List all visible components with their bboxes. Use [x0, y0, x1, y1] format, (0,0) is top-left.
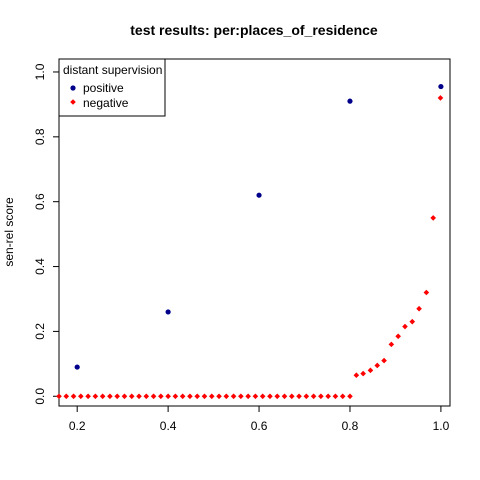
negative-point	[165, 393, 171, 400]
negative-point	[395, 333, 401, 340]
positive-point	[438, 83, 444, 90]
y-tick-label: 0.6	[33, 193, 47, 210]
x-tick-label: 0.8	[342, 419, 359, 433]
negative-point	[416, 305, 422, 312]
negative-point	[223, 393, 230, 400]
negative-point	[288, 393, 295, 400]
y-axis: 0.0 0.2 0.4 0.6 0.8 1.0	[33, 63, 59, 405]
y-tick-label: 0.4	[33, 258, 47, 275]
positive-point	[74, 364, 80, 370]
negative-point	[332, 393, 339, 400]
negative-point	[85, 393, 91, 400]
negative-point	[274, 393, 281, 400]
legend-marker-negative	[70, 99, 76, 105]
negative-point	[281, 393, 288, 400]
negative-point	[143, 393, 150, 400]
x-tick-label: 0.2	[69, 419, 86, 433]
negative-point	[296, 393, 302, 400]
x-tick-label: 0.4	[160, 419, 177, 433]
x-tick-label: 1.0	[433, 419, 450, 433]
negative-point	[230, 393, 237, 400]
negative-point	[259, 393, 266, 400]
negative-point	[70, 393, 77, 400]
negative-point	[360, 370, 366, 377]
negative-point	[339, 393, 346, 400]
negative-point	[430, 215, 436, 221]
legend-label-positive: positive	[83, 81, 124, 95]
negative-point	[303, 393, 310, 400]
positive-point	[165, 309, 171, 315]
plot-frame	[58, 58, 451, 407]
negative-point	[208, 393, 215, 400]
y-tick-label: 1.0	[33, 63, 47, 80]
x-tick-label: 0.6	[251, 419, 268, 433]
negative-point	[114, 393, 120, 400]
negative-point	[172, 393, 179, 400]
negative-point	[252, 393, 259, 400]
negative-point	[310, 393, 317, 400]
negative-point	[388, 341, 395, 348]
negative-point	[136, 393, 142, 400]
negative-point	[179, 393, 186, 400]
legend-label-negative: negative	[83, 96, 129, 110]
positive-point	[347, 98, 353, 104]
negative-point	[150, 393, 157, 400]
y-tick-label: 0.2	[33, 323, 47, 340]
x-axis: 0.2 0.4 0.6 0.8 1.0	[69, 406, 450, 433]
negative-point	[187, 393, 193, 400]
negative-point	[381, 357, 387, 364]
negative-point	[128, 393, 135, 400]
negative-point	[437, 95, 444, 101]
negative-point	[121, 393, 128, 400]
legend-marker-positive	[70, 85, 76, 91]
negative-point	[374, 362, 381, 369]
negative-point	[201, 393, 208, 400]
negative-point	[409, 318, 416, 325]
negative-point	[325, 393, 331, 400]
negative-point	[238, 393, 244, 400]
y-tick-label: 0.0	[33, 388, 47, 405]
negative-point	[158, 393, 164, 400]
negative-point	[267, 393, 273, 400]
negative-point	[423, 289, 430, 296]
data-points	[56, 83, 444, 400]
legend-box	[58, 58, 166, 117]
negative-point	[402, 323, 408, 330]
negative-point	[216, 393, 222, 400]
negative-point	[56, 393, 62, 400]
negative-point	[194, 393, 201, 400]
negative-point	[347, 393, 353, 400]
y-axis-label: sen-rel score	[2, 197, 16, 267]
negative-point	[107, 393, 113, 400]
y-tick-label: 0.8	[33, 128, 47, 145]
negative-point	[245, 393, 251, 400]
negative-point	[92, 393, 99, 400]
negative-point	[78, 393, 84, 400]
legend: distant supervision positive negative	[58, 58, 166, 117]
positive-point	[256, 192, 262, 198]
negative-point	[99, 393, 106, 400]
negative-point	[367, 367, 374, 374]
chart-title: test results: per:places_of_residence	[130, 22, 378, 38]
legend-title: distant supervision	[63, 63, 162, 77]
negative-point	[63, 393, 70, 400]
negative-point	[353, 372, 360, 378]
negative-point	[318, 393, 324, 400]
